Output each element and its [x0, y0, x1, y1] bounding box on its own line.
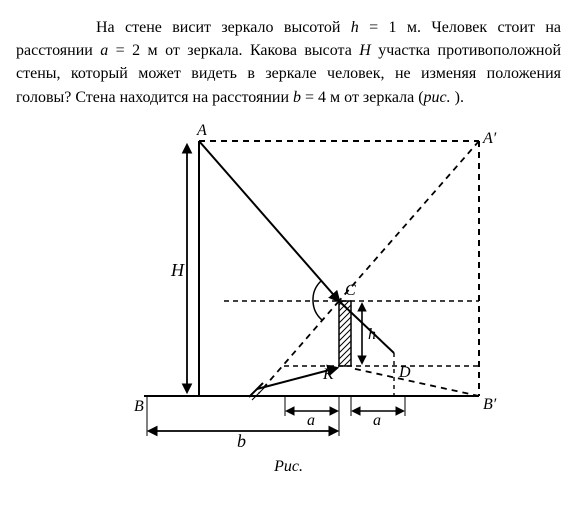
figure-caption: Рис. — [16, 455, 561, 478]
ray-A-C — [199, 141, 339, 301]
label-H: H — [170, 260, 185, 280]
label-Aprime: A′ — [482, 130, 497, 147]
label-h: h — [368, 326, 376, 343]
figure: A A′ B B′ C K D H h a a b Рис. — [16, 121, 561, 478]
problem-text: На стене висит зеркало высотой h = 1 м. … — [16, 16, 561, 109]
label-a1: a — [307, 412, 315, 429]
label-B: B — [134, 398, 144, 415]
label-Bprime: B′ — [483, 396, 497, 413]
label-b: b — [237, 431, 246, 451]
ray-Bp-K — [351, 368, 479, 396]
ray-Ap-C — [339, 141, 479, 301]
label-K: K — [322, 366, 335, 383]
wall-tick — [249, 383, 263, 397]
label-C: C — [345, 282, 356, 299]
label-a2: a — [373, 412, 381, 429]
diagram-svg: A A′ B B′ C K D H h a a b — [79, 121, 499, 451]
angle-arc-1 — [312, 281, 320, 301]
label-A: A — [196, 122, 207, 139]
label-D: D — [398, 364, 411, 381]
angle-arc-2 — [313, 301, 322, 320]
